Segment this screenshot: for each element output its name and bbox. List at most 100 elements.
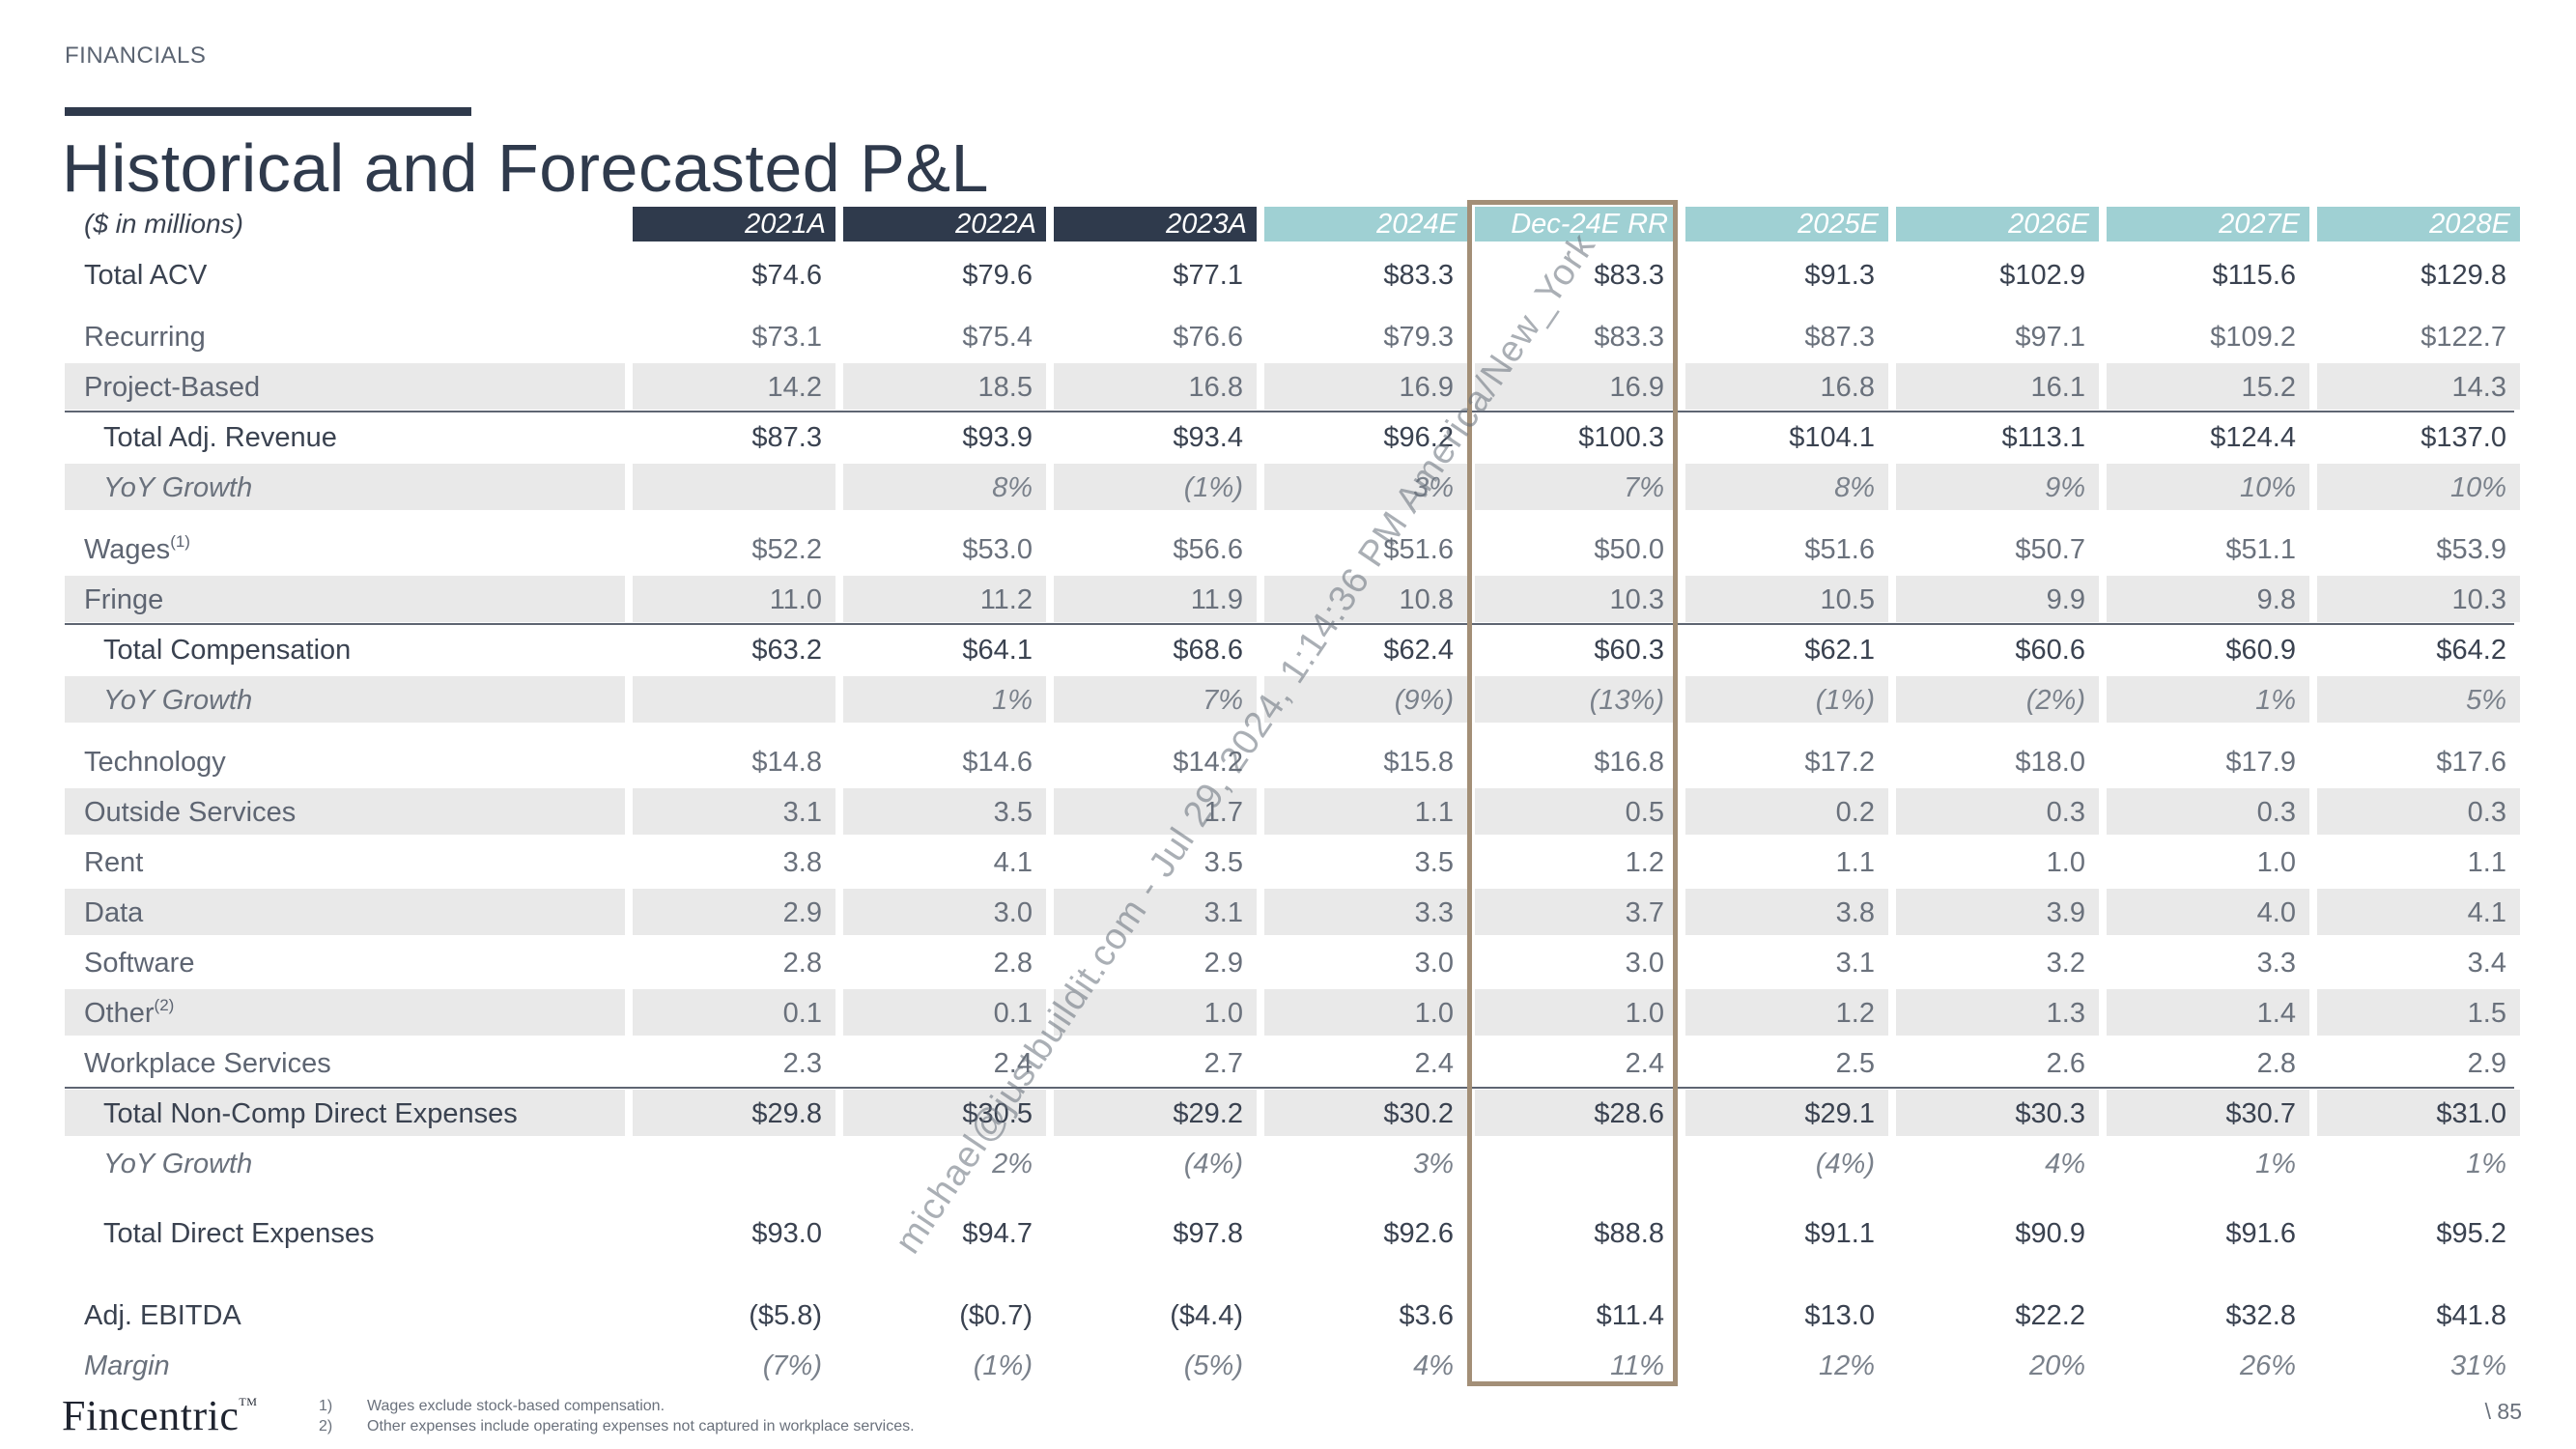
table-cell: 0.3 [2046,797,2085,828]
table-cell: $87.3 [751,422,822,453]
table-cell: 2.8 [2256,1048,2296,1079]
row-band [2107,1090,2309,1136]
table-cell: 3.1 [1835,948,1875,979]
table-cell: $30.5 [962,1098,1033,1129]
row-band [1264,363,1467,410]
table-cell: 0.1 [782,998,822,1029]
table-cell: 7% [1203,685,1243,716]
table-cell: $14.2 [1173,747,1243,778]
row-label: Recurring [84,322,206,353]
row-label: Total Non-Comp Direct Expenses [103,1098,518,1129]
row-band [843,676,1046,723]
row-band [2107,576,2309,622]
row-band [2107,676,2309,723]
column-header: 2027E [2107,207,2309,242]
table-cell: 10% [2239,472,2296,503]
table-cell: $31.0 [2436,1098,2506,1129]
table-cell: 3.1 [782,797,822,828]
table-cell: $93.4 [1173,422,1243,453]
column-header: 2021A [633,207,835,242]
table-cell: $90.9 [2015,1218,2085,1249]
table-cell: 4.0 [2256,897,2296,928]
table-cell: $30.7 [2225,1098,2296,1129]
section-label: FINANCIALS [65,43,207,69]
row-band [2317,989,2520,1036]
table-cell: 1.1 [2467,847,2506,878]
row-band [65,788,625,835]
table-cell: 1% [992,685,1033,716]
table-cell: 1.0 [2046,847,2085,878]
table-cell: 2.9 [1203,948,1243,979]
row-band [1475,788,1678,835]
table-row: Margin (7%) (1%) (5%) 4% 11% 12% 20% 26% 31% [65,1342,2514,1390]
table-cell: $22.2 [2015,1300,2085,1331]
table-cell: $122.7 [2420,322,2506,353]
row-band [1896,1090,2099,1136]
table-cell: 1.0 [1625,998,1664,1029]
row-band [633,788,835,835]
row-band [843,989,1046,1036]
row-band [1264,889,1467,935]
row-band [2317,1090,2520,1136]
row-band [1896,788,2099,835]
table-cell: (5%) [1183,1350,1243,1381]
row-band [1896,989,2099,1036]
row-label: YoY Growth [103,685,253,716]
table-row: Total Adj. Revenue $87.3 $93.9 $93.4 $96.2 $1… [65,413,2514,462]
row-label: Technology [84,747,226,778]
row-band [1475,1090,1678,1136]
table-cell: $17.2 [1804,747,1875,778]
table-cell: $88.8 [1594,1218,1664,1249]
table-cell: 1.2 [1835,998,1875,1029]
table-cell: $104.1 [1789,422,1875,453]
table-cell: 2% [992,1149,1033,1179]
row-band [1475,676,1678,723]
table-cell: $17.9 [2225,747,2296,778]
table-cell: $28.6 [1594,1098,1664,1129]
table-row: Wages(1) $52.2 $53.0 $56.6 $51.6 $50.0 $51.6 $5… [65,526,2514,574]
table-cell: 10.3 [2451,584,2506,615]
table-cell: $83.3 [1383,260,1454,291]
table-cell: $115.6 [2212,260,2296,291]
page-title: Historical and Forecasted P&L [62,130,989,206]
row-label: Outside Services [84,797,297,828]
rr-highlight-box [1467,200,1678,1386]
row-band [1685,363,1888,410]
row-band [1264,676,1467,723]
table-cell: 1.0 [1414,998,1454,1029]
table-cell: $17.6 [2436,747,2506,778]
table-cell: 11.9 [1190,584,1243,615]
row-band [65,363,625,410]
table-cell: 9% [2045,472,2085,503]
table-cell: $50.7 [2015,534,2085,565]
row-band [65,1090,625,1136]
row-band [843,363,1046,410]
row-band [843,889,1046,935]
table-cell: $64.1 [962,635,1033,666]
table-cell: 4.1 [993,847,1033,878]
table-cell: 1% [2255,1149,2296,1179]
row-label: Other(2) [84,996,175,1029]
table-cell: 1.7 [1203,797,1243,828]
row-band [1264,1090,1467,1136]
row-band [1475,889,1678,935]
table-cell: 1.2 [1625,847,1664,878]
table-cell: 1.4 [2256,998,2296,1029]
table-cell: (9%) [1394,685,1454,716]
row-band [1264,788,1467,835]
table-cell: (7%) [762,1350,822,1381]
row-band [1685,676,1888,723]
table-cell: $83.3 [1594,260,1664,291]
row-band [1685,788,1888,835]
footnote: 2) Other expenses include operating expen… [319,1418,915,1435]
row-band [1264,989,1467,1036]
table-cell: ($5.8) [749,1300,822,1331]
table-cell: 2.5 [1835,1048,1875,1079]
table-cell: 3.4 [2467,948,2506,979]
column-header: 2028E [2317,207,2520,242]
row-band [65,576,625,622]
table-cell: $97.8 [1173,1218,1243,1249]
table-cell: $76.6 [1173,322,1243,353]
row-band [1896,363,2099,410]
table-cell: $51.1 [2225,534,2296,565]
